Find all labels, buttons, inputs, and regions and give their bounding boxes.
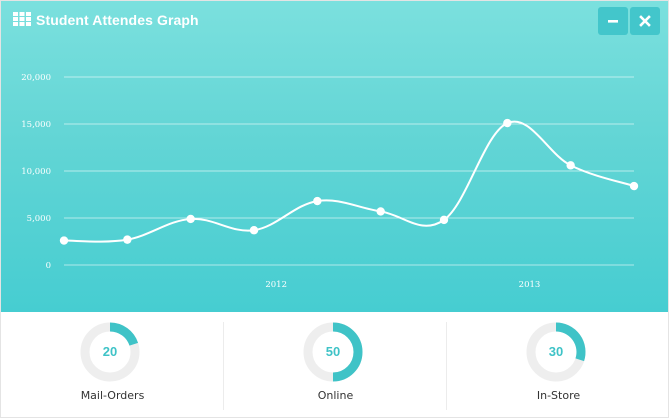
stat-in-store: 30 In-Store	[447, 312, 668, 417]
divider	[223, 322, 224, 410]
series-line	[63, 120, 635, 243]
minimize-button[interactable]	[598, 7, 628, 35]
y-tick-label: 0	[46, 261, 51, 271]
chart-panel: Student Attendes Graph 20,000 15,000 10,00…	[1, 1, 668, 312]
y-tick-label: 15,000	[21, 120, 51, 130]
y-tick-label: 10,000	[21, 167, 51, 177]
stat-label: Online	[317, 389, 354, 402]
stat-mail-orders: 20 Mail-Orders	[1, 312, 224, 417]
donut-chart	[80, 322, 140, 382]
data-point	[439, 215, 449, 225]
stats-row: 20 Mail-Orders 50 Online 30 In-Store	[1, 312, 668, 417]
y-tick-label: 5,000	[27, 214, 51, 224]
donut-value: 20	[102, 344, 118, 359]
data-point	[249, 226, 259, 235]
stat-label: In-Store	[536, 389, 581, 402]
data-point	[123, 235, 132, 244]
data-point	[503, 118, 512, 128]
data-point	[186, 214, 195, 224]
donut-arc	[109, 322, 139, 346]
minus-icon	[608, 20, 618, 23]
data-point	[59, 236, 69, 245]
line-chart: 20,000 15,000 10,000 5,000 0 2012 2013	[21, 73, 639, 290]
donut-value: 50	[325, 344, 341, 359]
close-button[interactable]	[630, 7, 660, 35]
donut-arc	[332, 322, 363, 382]
donut-chart	[526, 322, 586, 382]
grid-icon	[13, 12, 31, 26]
donut-arc	[555, 322, 586, 362]
data-point	[566, 161, 575, 170]
data-point	[629, 181, 639, 191]
widget-title: Student Attendes Graph	[36, 12, 199, 28]
widget-header: Student Attendes Graph	[1, 1, 668, 41]
x-tick-label: 2012	[265, 280, 287, 290]
donut-chart	[303, 322, 363, 382]
stat-online: 50 Online	[224, 312, 447, 417]
donut-value: 30	[548, 344, 564, 359]
stat-label: Mail-Orders	[80, 389, 145, 402]
y-tick-label: 20,000	[21, 73, 51, 83]
data-point	[313, 196, 322, 206]
data-point	[376, 207, 385, 216]
close-icon	[639, 15, 651, 27]
x-tick-label: 2013	[519, 280, 541, 290]
divider	[446, 322, 447, 410]
